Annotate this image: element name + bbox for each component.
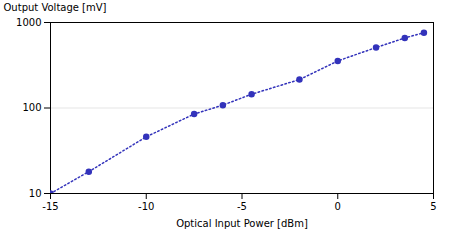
svg-text:-10: -10 bbox=[138, 201, 154, 212]
svg-text:Optical Input Power [dBm]: Optical Input Power [dBm] bbox=[176, 218, 308, 229]
svg-text:10: 10 bbox=[29, 188, 42, 199]
svg-text:1000: 1000 bbox=[16, 17, 41, 28]
svg-text:100: 100 bbox=[22, 102, 41, 113]
svg-text:-15: -15 bbox=[42, 201, 58, 212]
svg-text:Output Voltage [mV]: Output Voltage [mV] bbox=[4, 2, 107, 13]
svg-text:0: 0 bbox=[335, 201, 341, 212]
svg-text:-5: -5 bbox=[237, 201, 247, 212]
svg-text:5: 5 bbox=[430, 201, 436, 212]
